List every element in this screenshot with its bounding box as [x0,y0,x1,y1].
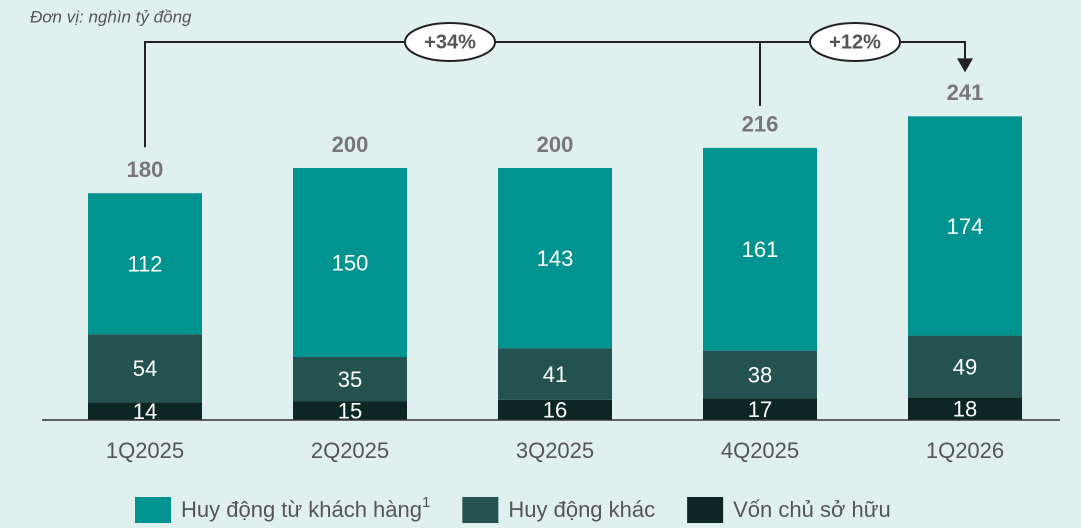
total-label: 200 [332,132,369,157]
bar-segment [498,348,612,400]
bar-segment [88,402,202,420]
bar-segment [293,357,407,402]
value-label: 54 [133,356,157,381]
bar-segment [703,398,817,420]
value-label: 49 [953,354,977,379]
value-label: 38 [748,362,772,387]
value-label: 150 [332,250,369,275]
bar-segment [908,397,1022,420]
value-label: 15 [338,398,362,423]
bar-segment [908,116,1022,336]
annotation-bubble [809,22,901,62]
bar-segment [88,334,202,403]
bar-segment [703,147,817,351]
arrow-head [957,58,973,73]
x-tick-label: 2Q2025 [311,438,389,463]
bar-segment [88,193,202,335]
annotation-bubble [404,22,496,62]
total-label: 180 [127,157,164,182]
x-tick-label: 3Q2025 [516,438,594,463]
unit-label: Đơn vị: nghìn tỷ đồng [30,7,192,26]
legend-label: Vốn chủ sở hữu [733,497,891,522]
total-label: 241 [947,80,984,105]
bar-segment [703,350,817,399]
legend-note: 1 [422,494,430,511]
value-label: 35 [338,367,362,392]
x-tick-label: 1Q2025 [106,438,184,463]
x-tick-label: 1Q2026 [926,438,1004,463]
annotation: +34% [424,31,476,53]
value-label: 16 [543,398,567,423]
legend-name: Vốn chủ sở hữu [733,497,891,522]
bar-segment [908,335,1022,398]
value-label: 174 [947,214,984,239]
total-label: 200 [537,132,574,157]
total-label: 216 [742,112,779,137]
legend-swatch [462,497,499,523]
bar-segment [293,401,407,420]
value-label: 17 [748,397,772,422]
legend-swatch [135,497,171,523]
legend-swatch [687,497,724,523]
value-label: 112 [127,252,162,277]
bar-segment [498,168,612,349]
value-label: 41 [543,362,567,387]
x-tick-label: 4Q2025 [721,438,799,463]
bar-segment [498,399,612,420]
bar-segment [293,168,407,357]
annotation: +12% [829,31,881,53]
legend-name: Huy động từ khách hàng [181,497,422,522]
legend-label: Huy động từ khách hàng1 [181,494,430,522]
legend-name: Huy động khác [508,497,655,522]
value-label: 161 [742,237,779,262]
legend-label: Huy động khác [508,497,655,522]
value-label: 18 [953,396,977,421]
value-label: 143 [537,246,574,271]
